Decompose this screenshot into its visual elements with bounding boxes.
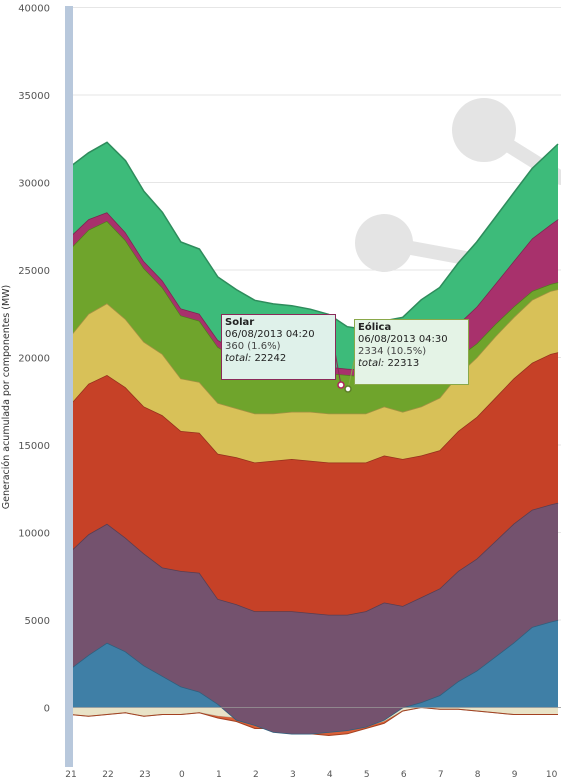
- y-tick-label-25000: 25000: [18, 266, 50, 277]
- hover-marker-eolica: [344, 385, 352, 393]
- y-tick-label-30000: 30000: [18, 179, 50, 190]
- tooltip-solar-datetime: 06/08/2013 04:20: [225, 329, 315, 340]
- tooltip-solar-total-value: 22242: [254, 353, 287, 364]
- x-tick-label-4: 4: [327, 770, 333, 780]
- hover-guide-solar: [334, 351, 342, 386]
- tooltip-solar-total: total: 22242: [225, 353, 332, 365]
- area-series-4: [70, 221, 558, 414]
- tooltip-eolica-total-value: 22313: [387, 358, 420, 369]
- y-tick-label-35000: 35000: [18, 91, 50, 102]
- y-axis-label: Generación acumulada por componentes (MW…: [1, 285, 12, 510]
- area-series-0: [70, 620, 558, 734]
- x-tick-label-21: 21: [65, 770, 76, 780]
- x-tick-label-22: 22: [102, 770, 113, 780]
- area-series-edge-6: [69, 141, 559, 331]
- x-tick-label-6: 6: [401, 770, 407, 780]
- y-tick-label-20000: 20000: [18, 354, 50, 365]
- y-axis-bar: [65, 6, 73, 767]
- y-tick-label-5000: 5000: [25, 616, 50, 627]
- x-tick-label-1: 1: [216, 770, 222, 780]
- x-tick-label-7: 7: [438, 770, 444, 780]
- x-tick-label-23: 23: [139, 770, 150, 780]
- ghost-decoration: [355, 98, 561, 275]
- tooltip-solar-total-label: total:: [225, 353, 252, 364]
- x-axis-ticks: 21 22 23 0 1 2 3 4 5 6 7 8 9 10: [65, 770, 557, 780]
- tooltip-solar-title: Solar: [225, 317, 255, 328]
- x-tick-label-8: 8: [475, 770, 481, 780]
- area-series-3: [70, 289, 558, 463]
- x-tick-label-9: 9: [512, 770, 518, 780]
- x-tick-label-10: 10: [546, 770, 558, 780]
- tooltip-solar-value: 360 (1.6%): [225, 341, 281, 352]
- tooltip-eolica-total: total: 22313: [358, 358, 465, 370]
- x-tick-label-2: 2: [253, 770, 259, 780]
- area-series: [69, 141, 561, 737]
- y-tick-label-10000: 10000: [18, 529, 50, 540]
- area-series-1: [70, 502, 558, 734]
- tooltip-solar: Solar 06/08/2013 04:20 360 (1.6%) total:…: [221, 314, 336, 380]
- area-series-6: [70, 142, 558, 370]
- tooltip-eolica-value: 2334 (10.5%): [358, 346, 427, 357]
- tooltip-eolica-datetime: 06/08/2013 04:30: [358, 334, 448, 345]
- tooltip-eolica-title: Eólica: [358, 322, 392, 333]
- y-tick-label-40000: 40000: [18, 4, 50, 15]
- x-tick-label-5: 5: [364, 770, 370, 780]
- tooltip-eolica: Eólica 06/08/2013 04:30 2334 (10.5%) tot…: [354, 319, 469, 385]
- area-series-5: [70, 212, 558, 379]
- area-series-2: [70, 352, 558, 615]
- x-tick-label-3: 3: [290, 770, 296, 780]
- y-tick-label-15000: 15000: [18, 441, 50, 452]
- y-axis-ticks: 0 5000 10000 15000 20000 25000 30000 35000 40000: [18, 4, 50, 715]
- negative-area-edge-1: [69, 706, 558, 737]
- y-tick-label-0: 0: [44, 704, 50, 715]
- x-tick-label-0: 0: [179, 770, 185, 780]
- tooltip-eolica-total-label: total:: [358, 358, 385, 369]
- hover-marker-solar: [337, 381, 345, 389]
